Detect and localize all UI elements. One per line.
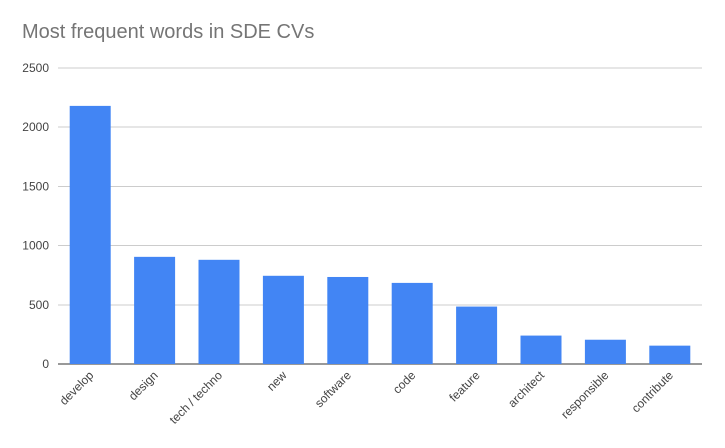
y-tick-label: 0 — [42, 357, 49, 371]
y-tick-label: 2000 — [22, 120, 49, 134]
y-axis-ticks: 0 500 1000 1500 2000 2500 — [22, 61, 49, 371]
bar-develop — [69, 105, 111, 364]
bar-feature — [456, 306, 498, 364]
bar-design — [134, 256, 176, 364]
x-tick-label: responsible — [558, 368, 612, 422]
y-tick-label: 500 — [29, 298, 49, 312]
y-tick-label: 2500 — [22, 61, 49, 75]
x-tick-label: software — [312, 368, 354, 410]
bar-software — [327, 276, 369, 364]
x-tick-label: contribute — [629, 368, 676, 415]
x-tick-label: feature — [446, 368, 483, 405]
bar-responsible — [584, 339, 626, 364]
bar-architect — [520, 335, 562, 364]
bar-code — [391, 282, 433, 364]
bar-new — [262, 275, 304, 364]
x-tick-label: design — [126, 368, 161, 403]
x-tick-label: tech / techno — [167, 368, 226, 427]
x-tick-label: new — [264, 368, 290, 394]
y-tick-label: 1000 — [22, 239, 49, 253]
y-tick-label: 1500 — [22, 179, 49, 193]
bars — [69, 105, 691, 364]
x-tick-label: architect — [505, 368, 547, 410]
bar-contribute — [649, 345, 691, 364]
x-axis-labels: develop design tech / techno new software cod… — [57, 368, 676, 427]
bar-tech-techno — [198, 259, 240, 364]
x-tick-label: develop — [57, 368, 97, 408]
chart-title: Most frequent words in SDE CVs — [22, 21, 315, 43]
x-tick-label: code — [390, 368, 419, 397]
